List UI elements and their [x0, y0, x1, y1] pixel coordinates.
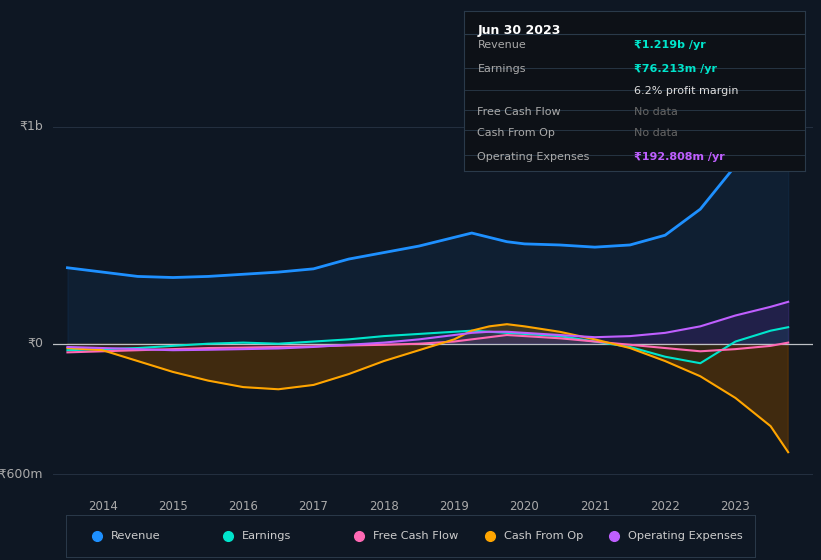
- Text: Free Cash Flow: Free Cash Flow: [478, 107, 561, 117]
- Text: Cash From Op: Cash From Op: [478, 128, 555, 138]
- Text: 6.2% profit margin: 6.2% profit margin: [635, 86, 739, 96]
- Text: No data: No data: [635, 107, 678, 117]
- Text: ₹0: ₹0: [27, 337, 43, 350]
- Text: Operating Expenses: Operating Expenses: [628, 531, 742, 541]
- Text: ₹192.808m /yr: ₹192.808m /yr: [635, 152, 725, 162]
- Text: Operating Expenses: Operating Expenses: [478, 152, 589, 162]
- Text: ₹76.213m /yr: ₹76.213m /yr: [635, 64, 718, 74]
- Text: -₹600m: -₹600m: [0, 468, 43, 480]
- Text: Cash From Op: Cash From Op: [503, 531, 583, 541]
- Text: ₹1b: ₹1b: [19, 120, 43, 133]
- Text: ₹1.219b /yr: ₹1.219b /yr: [635, 40, 706, 50]
- Text: Jun 30 2023: Jun 30 2023: [478, 24, 561, 37]
- Text: Earnings: Earnings: [241, 531, 291, 541]
- Text: Revenue: Revenue: [111, 531, 160, 541]
- Text: Revenue: Revenue: [478, 40, 526, 50]
- Text: Earnings: Earnings: [478, 64, 526, 74]
- Text: No data: No data: [635, 128, 678, 138]
- Text: Free Cash Flow: Free Cash Flow: [373, 531, 458, 541]
